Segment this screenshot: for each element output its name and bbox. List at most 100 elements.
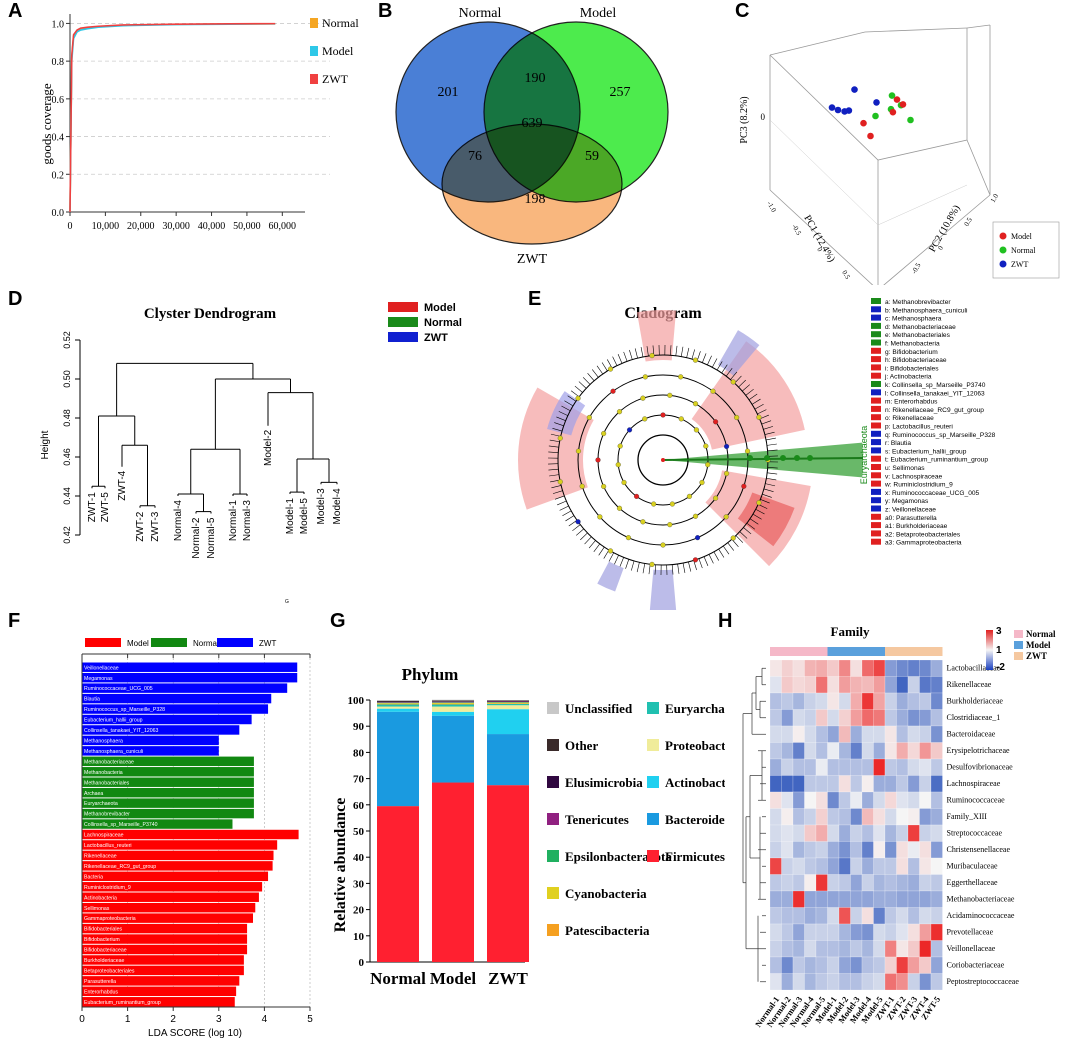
e-clade-highlight [649,569,677,610]
g-bar-segment [377,806,419,962]
a-legend-label: Normal [322,16,359,30]
a-ytick-label: 0.2 [52,170,65,181]
c-legend-dot [999,246,1007,254]
e-leaf-branch [738,379,746,388]
e-leaf-branch [584,536,592,545]
h-cell [907,907,920,925]
h-cell [792,758,805,776]
h-cell [861,709,874,727]
e-leaf-branch [558,411,568,416]
e-leaf-branch [629,349,633,360]
h-cell [850,709,863,727]
h-cell [930,841,943,859]
e-leaf-branch [574,385,583,393]
h-cell [838,692,851,710]
h-cell [930,874,943,892]
h-cell [781,907,794,925]
e-legend-label: a: Methanobrevibacter [885,299,951,306]
e-leaf-branch [625,559,630,569]
f-bar [82,725,240,735]
h-cell [896,956,909,974]
e-legend-label: m: Enterorhabdus [885,399,938,406]
a-series-model [69,23,276,213]
h-cell [930,791,943,809]
h-cell [907,742,920,760]
f-bar-label: Methanobrevibacter [84,812,130,818]
g-legend-swatch [547,813,559,825]
h-cell [907,808,920,826]
e-leaf-branch [721,364,728,374]
g-bar-segment [487,700,529,701]
f-bar-label: Actinobacteria [84,895,117,901]
h-cell [861,907,874,925]
e-leaf-branch [757,409,767,415]
f-bar-label: Veillonellaceae [84,665,119,671]
h-group-bar [804,647,816,656]
e-node [713,419,719,425]
lefse-cladogram: Cladogram Euryarchaeota a: Methanobrevib… [518,298,996,610]
h-cell [815,973,828,991]
h-cell [769,791,782,809]
h-cell [930,907,943,925]
h-cell [781,791,794,809]
h-cell [838,940,851,958]
e-leaf-branch [767,449,778,452]
d-ytick-label: 0.52 [62,331,72,349]
e-legend-label: j: Actinobacteria [884,374,932,381]
g-bar-segment [432,704,474,707]
g-bar-segment [377,702,419,704]
h-cell [907,775,920,793]
a-legend-swatch [310,18,318,28]
h-cell [861,841,874,859]
e-node-green [764,455,770,461]
d-leaf-label: Model-1 [285,498,296,535]
e-leaf-branch [554,422,564,427]
a-xtick-label: 0 [68,221,73,232]
h-cell [804,808,817,826]
h-title: Family [831,624,870,639]
h-cell [861,659,874,677]
h-row-label: Veillonellaceae [947,944,996,953]
e-leaf-branch [636,562,640,573]
c-zlabel: PC3 (8.2%) [739,96,750,143]
e-legend-label: t: Eubacterium_ruminantium_group [885,457,988,464]
e-leaf-branch [766,443,777,446]
e-leaf-branch [548,445,559,448]
h-cell [884,808,897,826]
c-point-model [893,96,901,103]
h-cell [919,874,932,892]
h-cell [827,659,840,677]
h-cell [919,676,932,694]
h-cell [769,940,782,958]
f-bar-label: Lactobacillus_reuteri [84,843,132,849]
e-leaf-branch [588,540,596,549]
e-leaf-branch [703,556,709,566]
h-cell [884,758,897,776]
h-cell [884,890,897,908]
e-leaf-branch [559,505,569,511]
h-cell [781,758,794,776]
venn-label-normal: Normal [459,6,502,21]
venn-count-normal-only: 201 [438,85,459,100]
d-leaf-label: Model-2 [263,429,274,466]
g-legend-label: Actinobacteria [665,775,725,790]
e-node [575,519,581,525]
h-cell [861,923,874,941]
h-cell [884,692,897,710]
e-legend-swatch [871,347,881,354]
f-bar-label: Methanosphaera [84,739,123,745]
h-cell [884,940,897,958]
h-cell [804,676,817,694]
g-bar-segment [487,703,529,704]
a-series-normal [69,23,276,213]
g-category-label: ZWT [488,969,528,988]
f-bar [82,819,233,829]
e-leaf-branch [722,545,730,555]
e-node [741,483,747,489]
h-cell [815,659,828,677]
f-bar-label: Blautia [84,697,100,703]
h-cell [930,857,943,875]
c-point-model [860,119,867,127]
h-row-label: Christensenellaceae [947,845,1011,854]
h-cell [850,758,863,776]
